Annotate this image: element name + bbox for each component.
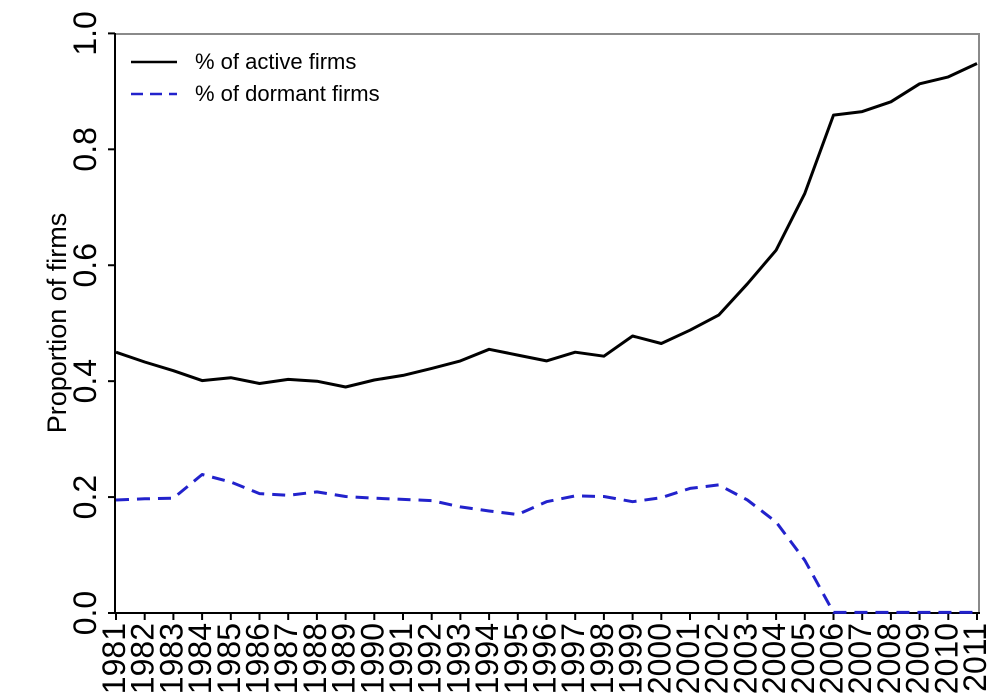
x-tick-label: 1985 (211, 623, 247, 694)
x-axis: 1981198219831984198519861987198819891990… (96, 613, 993, 694)
legend-label-active: % of active firms (195, 48, 357, 74)
x-tick-label: 2001 (670, 623, 706, 694)
active-line-sample-icon (131, 60, 177, 64)
x-tick-label: 1999 (613, 623, 649, 694)
x-tick-label: 1997 (555, 623, 591, 694)
x-tick-label: 2005 (785, 623, 821, 694)
y-tick-label: 0.4 (67, 359, 103, 403)
dormant-series-line (115, 473, 977, 614)
x-tick-label: 2000 (641, 623, 677, 694)
x-tick-label: 2003 (727, 623, 763, 694)
x-tick-label: 2007 (842, 623, 878, 694)
x-tick-label: 2004 (756, 623, 792, 694)
dormant-line-sample-icon (131, 92, 177, 96)
y-tick-label: 0.0 (67, 591, 103, 635)
x-tick-label: 2009 (900, 623, 936, 694)
x-tick-label: 2008 (871, 623, 907, 694)
y-tick-label: 0.6 (67, 243, 103, 287)
x-tick-label: 1989 (326, 623, 362, 694)
y-tick-label: 0.8 (67, 127, 103, 171)
legend-item-active: % of active firms (130, 47, 380, 76)
x-tick-label: 2006 (814, 623, 850, 694)
legend-item-dormant: % of dormant firms (130, 79, 380, 108)
x-tick-label: 1991 (383, 623, 419, 694)
legend-label-dormant: % of dormant firms (195, 80, 380, 106)
x-tick-label: 2002 (699, 623, 735, 694)
x-tick-label: 2010 (928, 623, 964, 694)
x-tick-label: 1996 (527, 623, 563, 694)
x-tick-label: 1992 (412, 623, 448, 694)
x-tick-label: 1982 (125, 623, 161, 694)
x-tick-label: 1981 (96, 623, 132, 694)
x-tick-label: 1988 (297, 623, 333, 694)
active-series-line (115, 62, 978, 389)
x-tick-label: 1987 (268, 623, 304, 694)
y-axis-title: Proportion of firms (42, 213, 72, 434)
x-tick-label: 1995 (498, 623, 534, 694)
x-tick-label: 1990 (354, 623, 390, 694)
y-tick-label: 0.2 (67, 475, 103, 519)
x-tick-label: 1983 (153, 623, 189, 694)
x-tick-label: 1984 (182, 623, 218, 694)
x-tick-label: 1998 (584, 623, 620, 694)
y-tick-label: 1.0 (67, 11, 103, 55)
x-tick-label: 2011 (957, 623, 993, 692)
x-tick-label: 1993 (440, 623, 476, 694)
y-axis: 0.0 0.2 0.4 0.6 0.8 1.0 (67, 11, 115, 635)
legend: % of active firms % of dormant firms (130, 47, 380, 108)
x-tick-label: 1986 (240, 623, 276, 694)
x-tick-label: 1994 (469, 623, 505, 694)
